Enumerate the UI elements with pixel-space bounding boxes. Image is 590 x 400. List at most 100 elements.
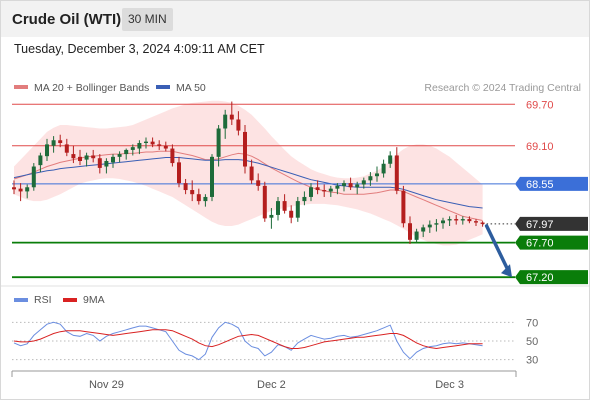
candle-body-down	[408, 223, 412, 240]
candle-body-down	[12, 187, 16, 190]
support-level-tag	[515, 235, 588, 250]
candle-body-up	[368, 176, 373, 181]
candle-body-up	[45, 144, 49, 157]
candle-body-up	[335, 185, 340, 189]
candle-body-up	[144, 141, 148, 144]
rsi-legend-swatch	[14, 298, 28, 302]
interval-badge[interactable]: 30 MIN	[122, 8, 173, 31]
rsi-panel: 70 50 30	[12, 317, 538, 367]
candle-body-down	[262, 185, 267, 219]
candle-body-up	[137, 143, 142, 149]
ma20-legend-swatch	[14, 85, 28, 89]
candle-body-up	[104, 160, 109, 167]
time-tick-label: Nov 29	[89, 379, 124, 391]
rsi-ma-line	[13, 329, 483, 350]
time-tick-label: Dec 2	[257, 379, 286, 391]
support-level-tag	[515, 270, 588, 285]
candle-body-up	[130, 147, 135, 150]
time-axis: Nov 29 Dec 2 Dec 3	[11, 370, 517, 391]
candle-body-down	[348, 183, 353, 188]
candle-body-down	[196, 194, 201, 202]
ma50-legend-label: MA 50	[176, 82, 206, 94]
candle-body-down	[256, 180, 261, 186]
candle-body-up	[117, 154, 122, 157]
candle-body-down	[78, 156, 82, 161]
rsi-tick-label: 50	[526, 336, 538, 348]
candle-body-down	[64, 144, 69, 153]
candle-body-up	[25, 187, 30, 192]
resistance-level-label: 69.10	[526, 141, 554, 153]
candle-body-up	[375, 173, 379, 177]
candle-body-up	[111, 156, 115, 163]
resistance-level-label: 69.70	[526, 99, 554, 111]
candle-body-down	[401, 190, 406, 224]
instrument-title: Crude Oil (WTI)	[12, 11, 122, 28]
candle-body-up	[276, 201, 280, 215]
candle-body-up	[203, 196, 208, 202]
candle-body-down	[150, 141, 155, 145]
candle-body-up	[441, 220, 445, 224]
candle-body-down	[315, 187, 320, 191]
candle-body-down	[394, 155, 399, 191]
time-tick-label: Dec 3	[435, 379, 464, 391]
candle-body-down	[163, 145, 168, 149]
candle-body-up	[388, 155, 393, 164]
candle-body-down	[190, 190, 195, 195]
support-level-label: 67.70	[526, 238, 554, 250]
candle-body-up	[427, 224, 432, 228]
candle-body-up	[223, 114, 228, 129]
header-bar: Crude Oil (WTI) 30 MIN	[1, 1, 589, 37]
candle-body-up	[342, 183, 346, 186]
pivot-level-label: 68.55	[526, 179, 554, 191]
candle-body-up	[269, 214, 274, 218]
price-legend: MA 20 + Bollinger Bands MA 50 Research ©…	[14, 82, 581, 94]
candle-body-down	[243, 131, 247, 167]
forecast-arrowhead	[501, 264, 512, 278]
candle-body-up	[447, 219, 452, 221]
candle-body-down	[474, 221, 478, 223]
rsi-legend-label: RSI	[34, 294, 52, 306]
bollinger-band-area	[14, 100, 483, 246]
candle-body-up	[421, 227, 426, 232]
candle-body-down	[97, 158, 102, 168]
candle-body-down	[229, 114, 234, 120]
ma50-line	[13, 157, 483, 209]
candle-body-down	[170, 148, 175, 164]
candle-body-down	[282, 201, 287, 211]
candle-body-down	[467, 219, 472, 222]
ma50-legend-swatch	[156, 85, 170, 89]
candle-body-up	[51, 140, 56, 146]
candle-body-down	[58, 140, 63, 144]
support-level-label: 67.20	[526, 272, 554, 284]
candle-body-up	[434, 223, 439, 225]
candlestick-layer	[12, 101, 485, 244]
candle-body-down	[157, 144, 162, 146]
rsi-ma-legend-label: 9MA	[83, 294, 105, 306]
candle-body-down	[183, 183, 188, 191]
candle-body-up	[31, 166, 36, 188]
candle-body-down	[249, 166, 254, 181]
candle-body-up	[210, 156, 214, 197]
candle-body-down	[322, 190, 327, 192]
pivot-level-tag	[515, 176, 588, 191]
copyright-text: Research © 2024 Trading Central	[424, 82, 581, 94]
candle-body-up	[295, 201, 300, 218]
candle-body-up	[361, 180, 366, 185]
candle-body-up	[124, 149, 129, 155]
candle-body-down	[91, 155, 96, 159]
candle-body-up	[38, 155, 43, 166]
candle-body-down	[454, 219, 459, 221]
last-level-tag	[515, 216, 588, 231]
candle-body-up	[460, 219, 465, 221]
candle-body-up	[328, 188, 333, 192]
candle-body-up	[302, 196, 307, 202]
candle-body-down	[236, 119, 241, 131]
rsi-line	[13, 321, 483, 361]
candle-body-down	[18, 188, 23, 192]
price-levels-layer: 69.70 69.10 68.55 67.97 67.70 67.20	[12, 99, 588, 285]
ma20-legend-label: MA 20 + Bollinger Bands	[34, 82, 149, 94]
rsi-tick-label: 70	[526, 317, 538, 329]
candle-body-down	[480, 222, 485, 224]
